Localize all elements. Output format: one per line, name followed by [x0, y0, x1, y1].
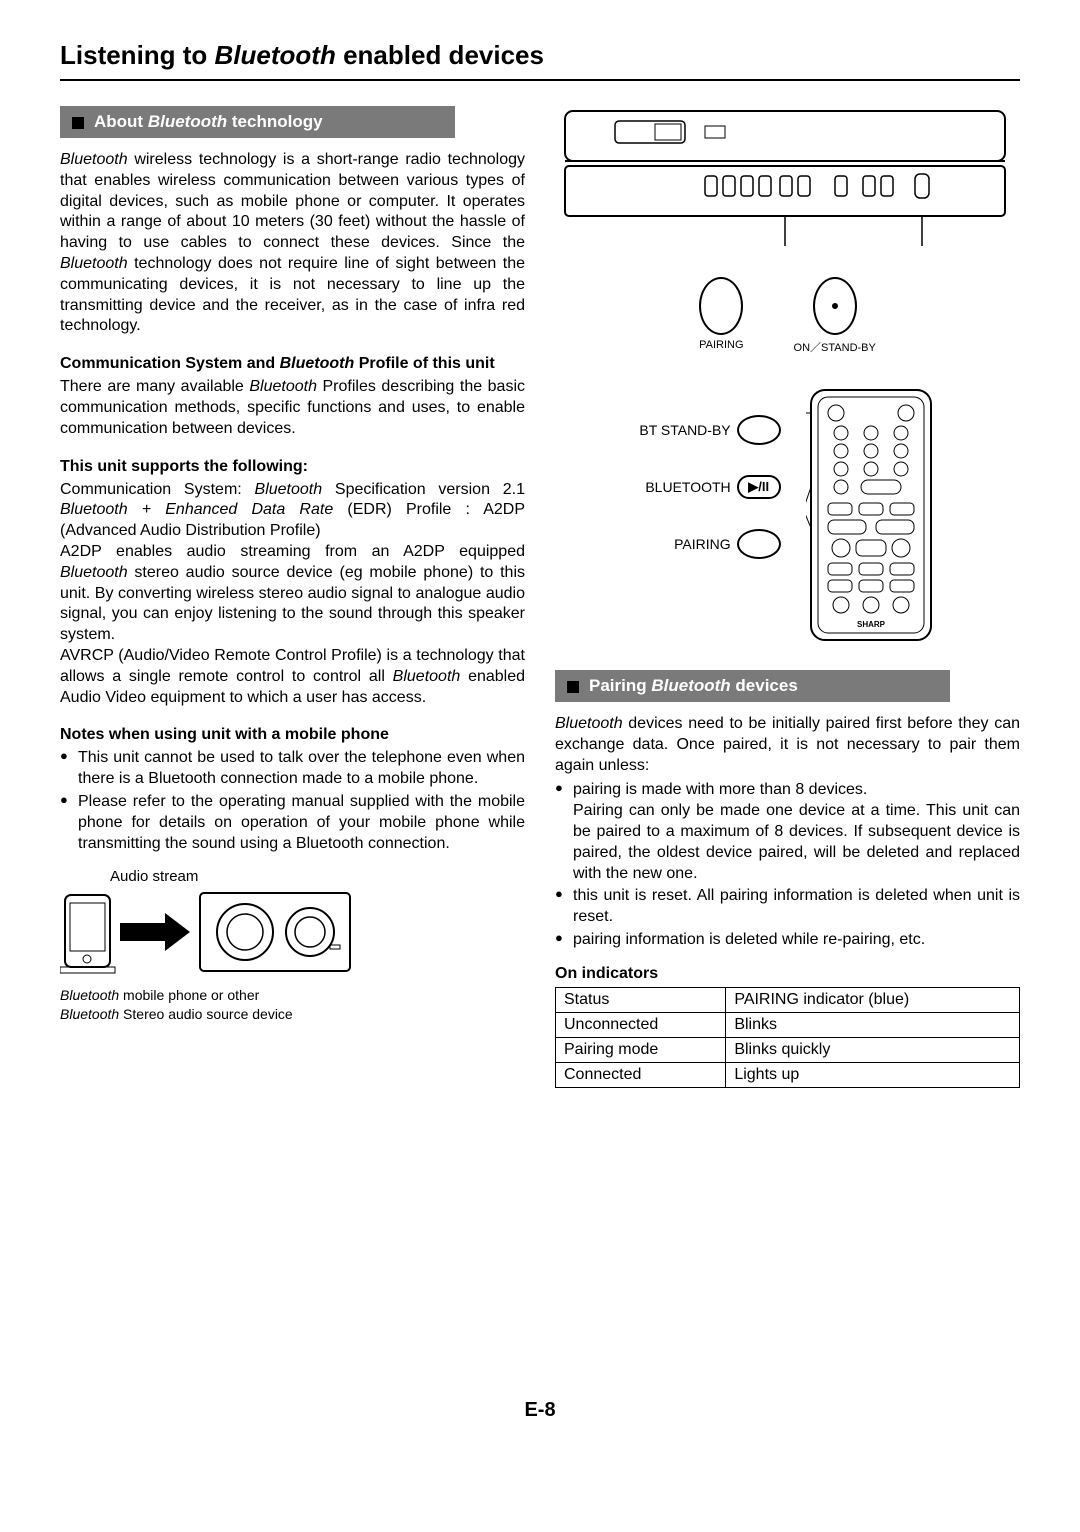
- indicators-heading: On indicators: [555, 965, 1020, 983]
- pairing-text: PAIRING: [674, 536, 731, 552]
- table-row: Pairing modeBlinks quickly: [556, 1037, 1020, 1062]
- comm-head-prefix: Communication System and: [60, 355, 280, 372]
- pairing-label: PAIRING: [699, 339, 743, 351]
- sh1-suffix: technology: [227, 112, 322, 131]
- play-pause-icon: ▶/II: [737, 475, 781, 499]
- table-row: StatusPAIRING indicator (blue): [556, 987, 1020, 1012]
- page-number: E-8: [524, 1399, 555, 1422]
- cap2-rest: Stereo audio source device: [119, 1006, 293, 1022]
- supports-heading: This unit supports the following:: [60, 458, 525, 476]
- cell: Blinks: [726, 1012, 1020, 1037]
- oval-icon: [737, 415, 781, 445]
- bluetooth-callout: BLUETOOTH ▶/II: [639, 475, 780, 499]
- supports-body: Communication System: Bluetooth Specific…: [60, 480, 525, 709]
- phone-to-speaker-icon: [60, 885, 360, 975]
- bt-standby-text: BT STAND-BY: [639, 422, 730, 438]
- comm-body: There are many available Bluetooth Profi…: [60, 377, 525, 439]
- pair-b1: pairing is made with more than 8 devices…: [573, 781, 867, 798]
- bt-standby-callout: BT STAND-BY: [639, 415, 780, 445]
- sh2-prefix: Pairing: [589, 676, 651, 695]
- oval-icon: [699, 277, 743, 335]
- notes-heading: Notes when using unit with a mobile phon…: [60, 726, 525, 744]
- list-item: Please refer to the operating manual sup…: [60, 792, 525, 854]
- square-bullet-icon: [567, 681, 579, 693]
- cell-indicator-head: PAIRING indicator (blue): [726, 987, 1020, 1012]
- audio-stream-label: Audio stream: [110, 868, 525, 885]
- title-italic: Bluetooth: [215, 40, 336, 70]
- page-title: Listening to Bluetooth enabled devices: [60, 40, 1020, 81]
- cap1-rest: mobile phone or other: [119, 987, 259, 1003]
- cell: Connected: [556, 1062, 726, 1087]
- notes-list: This unit cannot be used to talk over th…: [60, 748, 525, 854]
- svg-text:SHARP: SHARP: [857, 620, 886, 629]
- cell-status-head: Status: [556, 987, 726, 1012]
- indicators-table: StatusPAIRING indicator (blue) Unconnect…: [555, 987, 1020, 1088]
- right-column: PAIRING ON／STAND-BY BT STAND-BY BLUETOOT…: [555, 106, 1020, 1088]
- two-column-layout: About Bluetooth technology Bluetooth wir…: [60, 106, 1020, 1088]
- table-row: UnconnectedBlinks: [556, 1012, 1020, 1037]
- cell: Pairing mode: [556, 1037, 726, 1062]
- audio-stream-figure: Audio stream: [60, 868, 525, 980]
- comm-system-heading: Communication System and Bluetooth Profi…: [60, 355, 525, 373]
- device-top-panel-figure: PAIRING ON／STAND-BY: [555, 106, 1020, 355]
- remote-callouts: BT STAND-BY BLUETOOTH ▶/II PAIRING: [639, 385, 780, 559]
- standby-indicator: ON／STAND-BY: [794, 277, 876, 355]
- sh1-italic: Bluetooth: [148, 112, 227, 131]
- cell: Unconnected: [556, 1012, 726, 1037]
- pairing-indicator: PAIRING: [699, 277, 743, 355]
- square-bullet-icon: [72, 117, 84, 129]
- cap2-italic: Bluetooth: [60, 1006, 119, 1022]
- cap1-italic: Bluetooth: [60, 987, 119, 1003]
- section-about-bluetooth: About Bluetooth technology: [60, 106, 455, 138]
- left-column: About Bluetooth technology Bluetooth wir…: [60, 106, 525, 1088]
- pair-b1-sub: Pairing can only be made one device at a…: [573, 801, 1020, 884]
- cell: Lights up: [726, 1062, 1020, 1087]
- cell: Blinks quickly: [726, 1037, 1020, 1062]
- pairing-list: pairing is made with more than 8 devices…: [555, 780, 1020, 950]
- list-item: this unit is reset. All pairing informat…: [555, 886, 1020, 928]
- list-item: pairing is made with more than 8 devices…: [555, 780, 1020, 884]
- sh2-suffix: devices: [731, 676, 798, 695]
- figure-caption: Bluetooth mobile phone or other Bluetoot…: [60, 986, 525, 1022]
- pairing-callout: PAIRING: [639, 529, 780, 559]
- table-row: ConnectedLights up: [556, 1062, 1020, 1087]
- remote-figure: BT STAND-BY BLUETOOTH ▶/II PAIRING: [555, 385, 1020, 645]
- oval-dot-icon: [813, 277, 857, 335]
- sh1-prefix: About: [94, 112, 148, 131]
- comm-head-italic: Bluetooth: [280, 355, 355, 372]
- device-panel-icon: [555, 106, 1015, 266]
- section-pairing: Pairing Bluetooth devices: [555, 670, 950, 702]
- title-prefix: Listening to: [60, 40, 215, 70]
- title-suffix: enabled devices: [336, 40, 544, 70]
- list-item: This unit cannot be used to talk over th…: [60, 748, 525, 790]
- bluetooth-text: BLUETOOTH: [645, 479, 730, 495]
- standby-label: ON／STAND-BY: [794, 342, 876, 354]
- comm-head-suffix: Profile of this unit: [354, 355, 494, 372]
- sh2-italic: Bluetooth: [651, 676, 730, 695]
- top-indicator-labels: PAIRING ON／STAND-BY: [555, 277, 1020, 355]
- remote-control-icon: SHARP: [806, 385, 936, 645]
- pairing-intro: Bluetooth devices need to be initially p…: [555, 714, 1020, 776]
- intro-paragraph: Bluetooth wireless technology is a short…: [60, 150, 525, 337]
- list-item: pairing information is deleted while re-…: [555, 930, 1020, 951]
- oval-icon: [737, 529, 781, 559]
